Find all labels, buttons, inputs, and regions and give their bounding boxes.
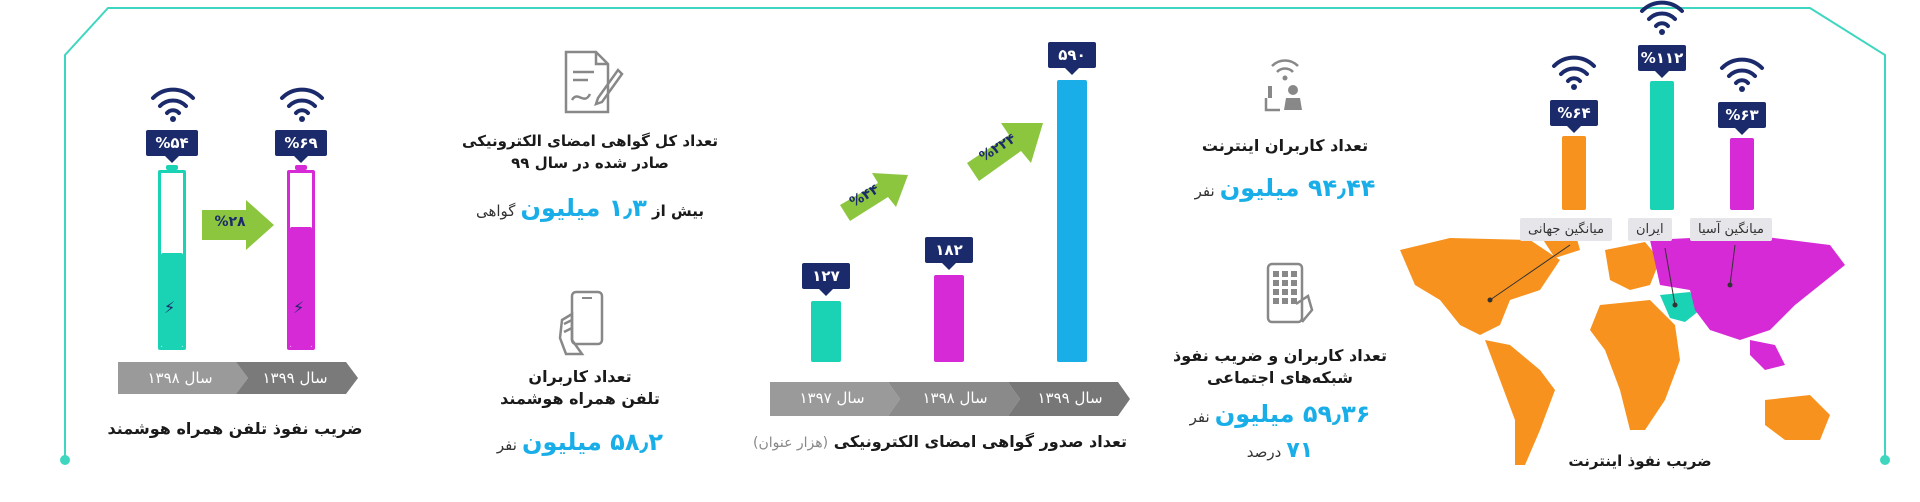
battery-fill-0 (161, 253, 183, 347)
hand-phone-icon (558, 290, 604, 356)
esign-bar-1 (934, 275, 964, 362)
smartphone-penetration-value-1: %۶۹ (275, 130, 327, 163)
internet-penetration-label-1: ایران (1628, 218, 1672, 241)
internet-users-value-row: ۹۴٫۴۴ میلیون نفر (1180, 174, 1390, 202)
internet-users-value: ۹۴٫۴۴ میلیون (1219, 174, 1376, 202)
esign-total-title: تعداد کل گواهی امضای الکترونیکی صادر شده… (440, 130, 740, 174)
internet-penetration-value-0: %۶۳ (1718, 101, 1766, 135)
esign-total-prefix: بیش از (652, 202, 705, 220)
esign-total-value-row: بیش از ۱٫۳ میلیون گواهی (440, 194, 740, 222)
esign-year-1: سال ۱۳۹۷ (799, 389, 865, 407)
esign-bar-value-0: ۱۲۷ (802, 263, 850, 297)
esign-bar-value-2: ۵۹۰ (1048, 42, 1096, 75)
smartphone-penetration-value-0: %۵۴ (146, 130, 198, 163)
social-users-title-line1: تعداد کاربران و ضریب نفوذ (1173, 346, 1387, 365)
esign-total-value: ۱٫۳ میلیون (520, 194, 647, 222)
smartphone-grid-icon (1266, 262, 1314, 324)
smartphone-users-value: ۵۸٫۲ میلیون (522, 428, 664, 456)
wifi-icon (1720, 57, 1764, 92)
esign-chart-subtitle: (هزار عنوان) (752, 435, 829, 451)
internet-penetration-bar-1 (1650, 81, 1674, 210)
social-users-value-row: ۵۹٫۳۶ میلیون نفر (1170, 400, 1390, 428)
battery-cap-0 (166, 165, 178, 170)
social-users-title-line2: شبکه‌های اجتماعی (1206, 368, 1353, 387)
internet-penetration-label-2: میانگین جهانی (1520, 218, 1613, 241)
internet-penetration-label-0: میانگین آسیا (1690, 218, 1772, 241)
esign-bar-value-1: ۱۸۲ (925, 237, 973, 270)
internet-penetration-title: ضریب نفوذ اینترنت (1568, 452, 1712, 470)
esign-bar-0 (811, 301, 841, 362)
signed-document-icon (564, 50, 624, 114)
smartphone-users-value-row: ۵۸٫۲ میلیون نفر (460, 428, 700, 456)
internet-users-title: تعداد کاربران اینترنت (1201, 136, 1369, 155)
battery-fill-1 (290, 226, 312, 347)
battery-cap-1 (295, 165, 307, 170)
internet-users-unit: نفر (1194, 182, 1215, 200)
internet-penetration-value-2: %۶۴ (1550, 100, 1598, 134)
internet-user-icon (1264, 59, 1302, 112)
smartphone-users-title-line2: تلفن همراه هوشمند (500, 389, 660, 408)
internet-penetration-value-1: %۱۱۲ (1638, 45, 1686, 79)
smartphone-users-title: تعداد کاربران تلفن همراه هوشمند (470, 366, 690, 410)
growth-arrow-smartphone (202, 200, 274, 250)
wifi-icon (151, 87, 195, 122)
social-users-percent-unit: درصد (1246, 443, 1282, 461)
esign-total-title-line1: تعداد کل گواهی امضای الکترونیکی (462, 132, 718, 150)
smartphone-users-unit: نفر (496, 436, 517, 454)
internet-penetration-bar-0 (1730, 137, 1754, 210)
esign-year-ribbon (770, 382, 1130, 416)
esign-total-title-line2: صادر شده در سال ۹۹ (511, 154, 669, 172)
world-map-illustration (1400, 232, 1845, 465)
smartphone-year-1: سال ۱۳۹۸ (147, 369, 213, 387)
social-users-title: تعداد کاربران و ضریب نفوذ شبکه‌های اجتما… (1170, 345, 1390, 389)
esign-chart-title: تعداد صدور گواهی امضای الکترونیکی (833, 432, 1127, 451)
esign-bar-2 (1057, 80, 1087, 362)
wifi-icon (280, 87, 324, 122)
social-users-value: ۵۹٫۳۶ میلیون (1214, 400, 1371, 428)
social-users-percent: ۷۱ (1286, 438, 1314, 463)
wifi-icon (1640, 0, 1684, 36)
growth-arrow-2 (967, 123, 1043, 181)
smartphone-year-2: سال ۱۳۹۹ (262, 369, 328, 387)
social-users-percent-row: ۷۱ درصد (1180, 438, 1380, 463)
esign-year-3: سال ۱۳۹۹ (1037, 389, 1103, 407)
social-users-unit: نفر (1189, 408, 1210, 426)
esign-total-unit: گواهی (475, 202, 516, 220)
internet-penetration-bar-2 (1562, 136, 1586, 210)
esign-year-2: سال ۱۳۹۸ (922, 389, 988, 407)
esign-chart-title-row: تعداد صدور گواهی امضای الکترونیکی (هزار … (740, 432, 1140, 451)
smartphone-year-ribbon (118, 362, 358, 394)
smartphone-growth-label: %۲۸ (214, 214, 246, 230)
smartphone-penetration-title: ضریب نفوذ تلفن همراه هوشمند (107, 419, 363, 438)
growth-arrow-1 (840, 173, 908, 221)
charging-bolt-icon: ⚡ (164, 298, 176, 317)
wifi-icon (1552, 56, 1596, 91)
smartphone-users-title-line1: تعداد کاربران (528, 367, 632, 386)
charging-bolt-icon: ⚡ (293, 298, 305, 317)
